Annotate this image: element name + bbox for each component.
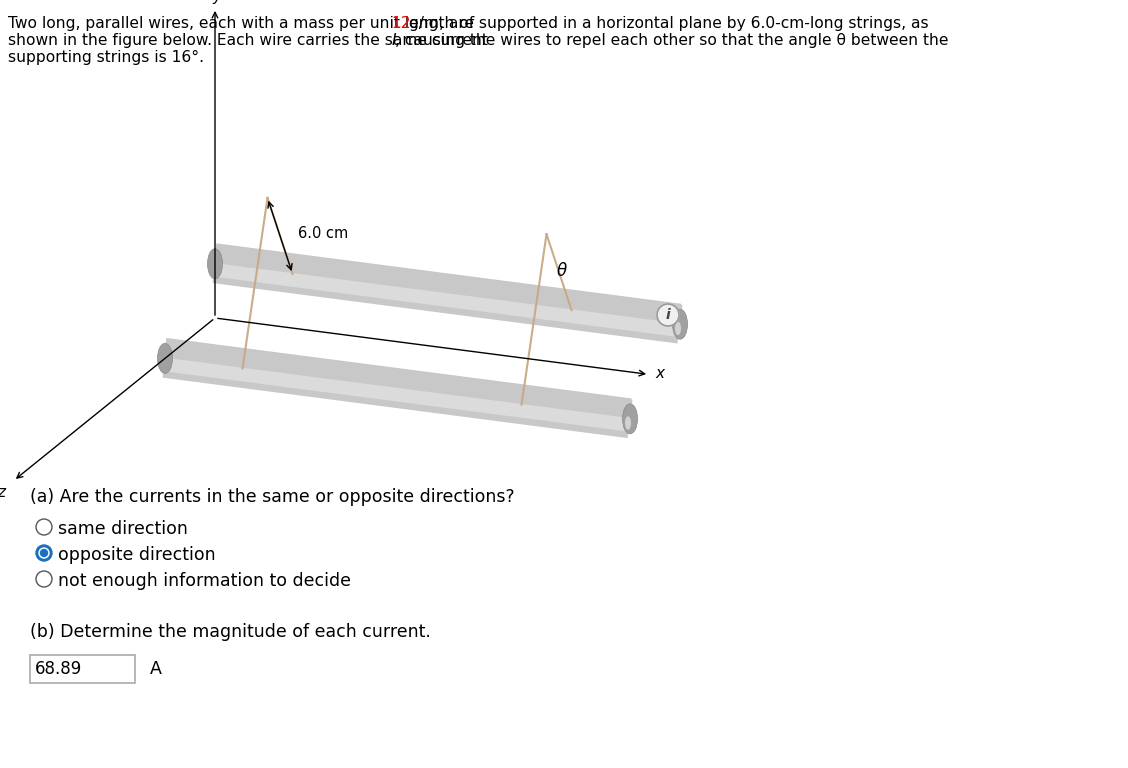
Text: 6.0 cm: 6.0 cm	[298, 227, 349, 241]
Ellipse shape	[672, 310, 687, 339]
Ellipse shape	[625, 416, 631, 430]
Text: 12: 12	[391, 16, 411, 31]
Circle shape	[36, 545, 52, 561]
Circle shape	[41, 549, 47, 557]
Text: 68.89: 68.89	[35, 660, 82, 678]
Text: i: i	[666, 308, 670, 322]
Text: Two long, parallel wires, each with a mass per unit length of: Two long, parallel wires, each with a ma…	[8, 16, 479, 31]
Text: same direction: same direction	[58, 520, 188, 538]
Ellipse shape	[623, 404, 637, 434]
Text: opposite direction: opposite direction	[58, 546, 215, 564]
Text: g/m, are supported in a horizontal plane by 6.0-cm-long strings, as: g/m, are supported in a horizontal plane…	[404, 16, 928, 31]
Ellipse shape	[208, 249, 222, 279]
Circle shape	[656, 304, 679, 326]
Circle shape	[39, 548, 49, 558]
Text: supporting strings is 16°.: supporting strings is 16°.	[8, 50, 204, 65]
Text: A: A	[150, 660, 162, 678]
Ellipse shape	[158, 343, 173, 373]
Text: shown in the figure below. Each wire carries the same current: shown in the figure below. Each wire car…	[8, 33, 493, 48]
Text: z: z	[0, 485, 6, 500]
Text: x: x	[655, 366, 664, 381]
Text: , causing the wires to repel each other so that the angle θ between the: , causing the wires to repel each other …	[396, 33, 949, 48]
Text: not enough information to decide: not enough information to decide	[58, 572, 351, 590]
Text: θ: θ	[556, 262, 566, 280]
Ellipse shape	[675, 322, 681, 335]
Text: (b) Determine the magnitude of each current.: (b) Determine the magnitude of each curr…	[30, 623, 431, 641]
FancyBboxPatch shape	[30, 655, 135, 683]
Text: I: I	[391, 33, 396, 48]
Text: (a) Are the currents in the same or opposite directions?: (a) Are the currents in the same or oppo…	[30, 488, 514, 506]
Text: y: y	[212, 0, 221, 4]
